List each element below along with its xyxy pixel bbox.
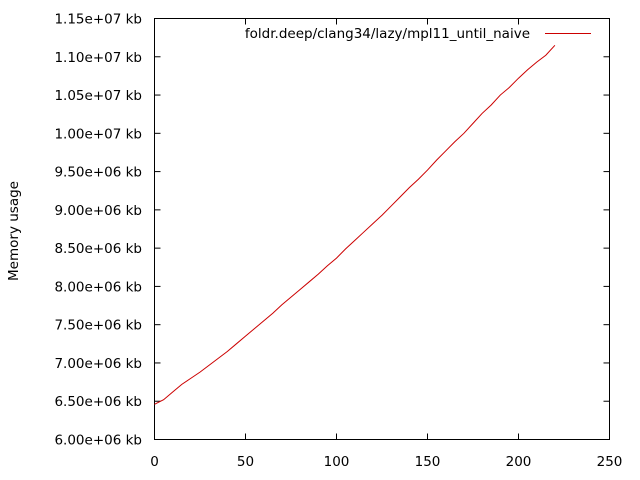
- y-tick-label: 1.00e+07 kb: [54, 126, 142, 142]
- y-tick-label: 1.05e+07 kb: [54, 88, 142, 104]
- y-tick-label: 1.15e+07 kb: [54, 12, 142, 28]
- y-tick-label: 9.50e+06 kb: [54, 165, 142, 181]
- y-tick-label: 8.00e+06 kb: [54, 279, 142, 295]
- series-line: [154, 44, 556, 405]
- y-tick-label: 6.00e+06 kb: [54, 433, 142, 449]
- legend-entry-label: foldr.deep/clang34/lazy/mpl11_until_naiv…: [245, 26, 530, 42]
- plot-frame: [154, 18, 610, 440]
- y-tick-label: 9.00e+06 kb: [54, 203, 142, 219]
- x-tick-label: 250: [597, 454, 623, 470]
- y-axis-ticks: 6.00e+06 kb 6.50e+06 kb 7.00e+06 kb 7.50e+0…: [54, 12, 610, 449]
- series-layer: [154, 44, 556, 405]
- y-tick-label: 7.50e+06 kb: [54, 318, 142, 334]
- x-tick-label: 200: [506, 454, 532, 470]
- y-tick-label: 6.50e+06 kb: [54, 394, 142, 410]
- y-axis-label: Memory usage: [6, 181, 22, 281]
- x-tick-label: 0: [150, 454, 159, 470]
- y-tick-label: 1.10e+07 kb: [54, 50, 142, 66]
- legend: foldr.deep/clang34/lazy/mpl11_until_naiv…: [245, 26, 591, 42]
- x-axis-ticks: 0 50 100 150 200 250: [150, 18, 623, 470]
- y-tick-label: 8.50e+06 kb: [54, 241, 142, 257]
- x-tick-label: 100: [324, 454, 350, 470]
- x-tick-label: 150: [415, 454, 441, 470]
- x-tick-label: 50: [237, 454, 254, 470]
- y-tick-label: 7.00e+06 kb: [54, 356, 142, 372]
